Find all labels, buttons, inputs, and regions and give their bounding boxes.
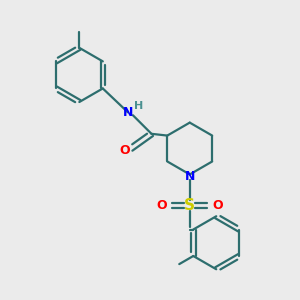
Text: O: O: [157, 199, 167, 212]
Text: H: H: [134, 101, 143, 111]
Text: O: O: [119, 144, 130, 158]
Text: N: N: [123, 106, 133, 119]
Text: N: N: [184, 170, 195, 183]
Text: O: O: [212, 199, 223, 212]
Text: S: S: [184, 198, 195, 213]
